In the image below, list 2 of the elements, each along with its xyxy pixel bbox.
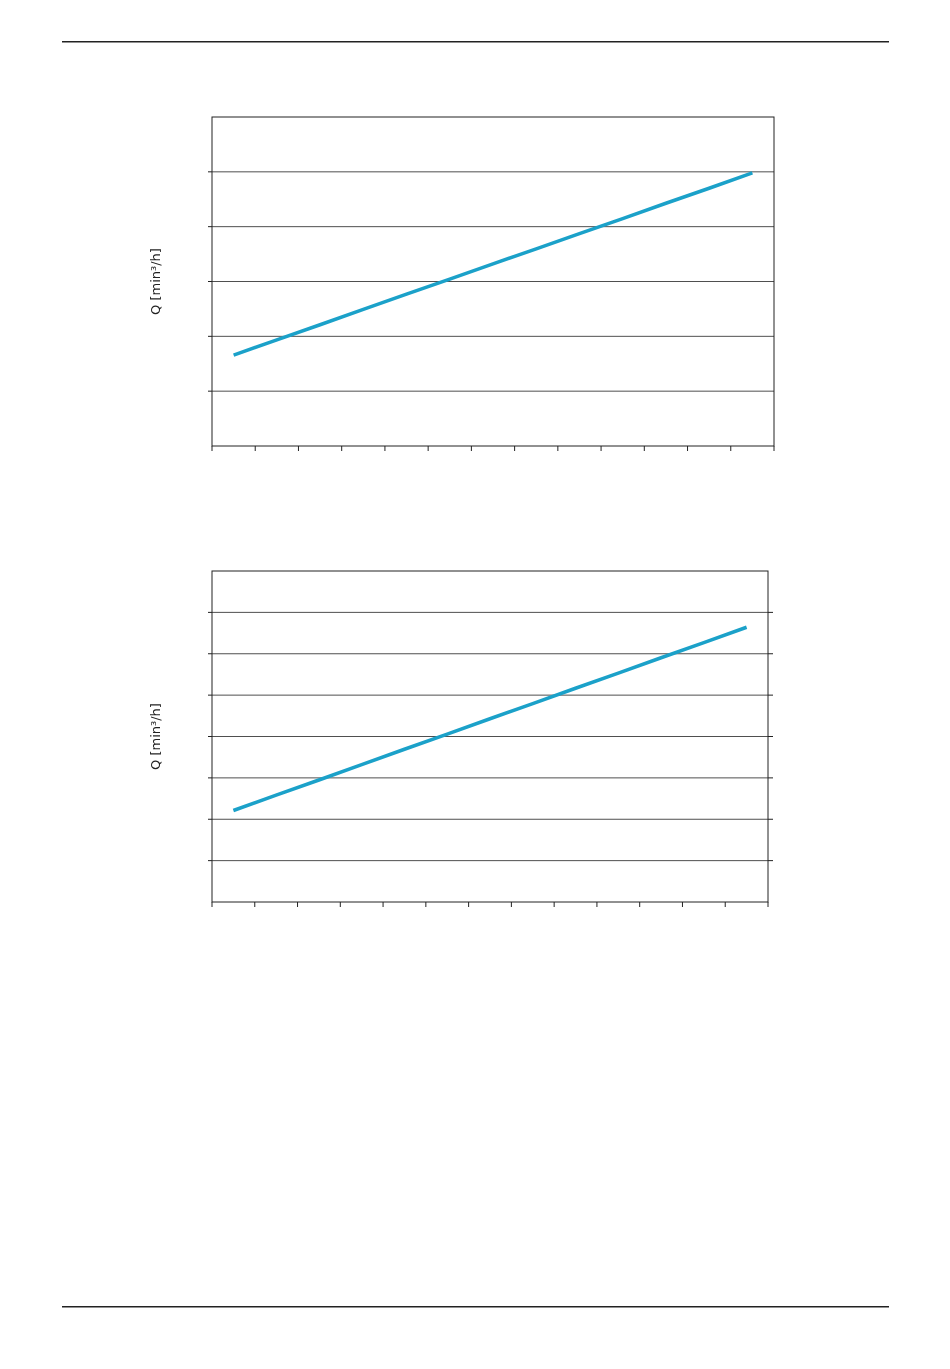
- y-axis-title: Q [min³/h]: [148, 703, 163, 770]
- y-axis-title: Q [min³/h]: [148, 248, 163, 315]
